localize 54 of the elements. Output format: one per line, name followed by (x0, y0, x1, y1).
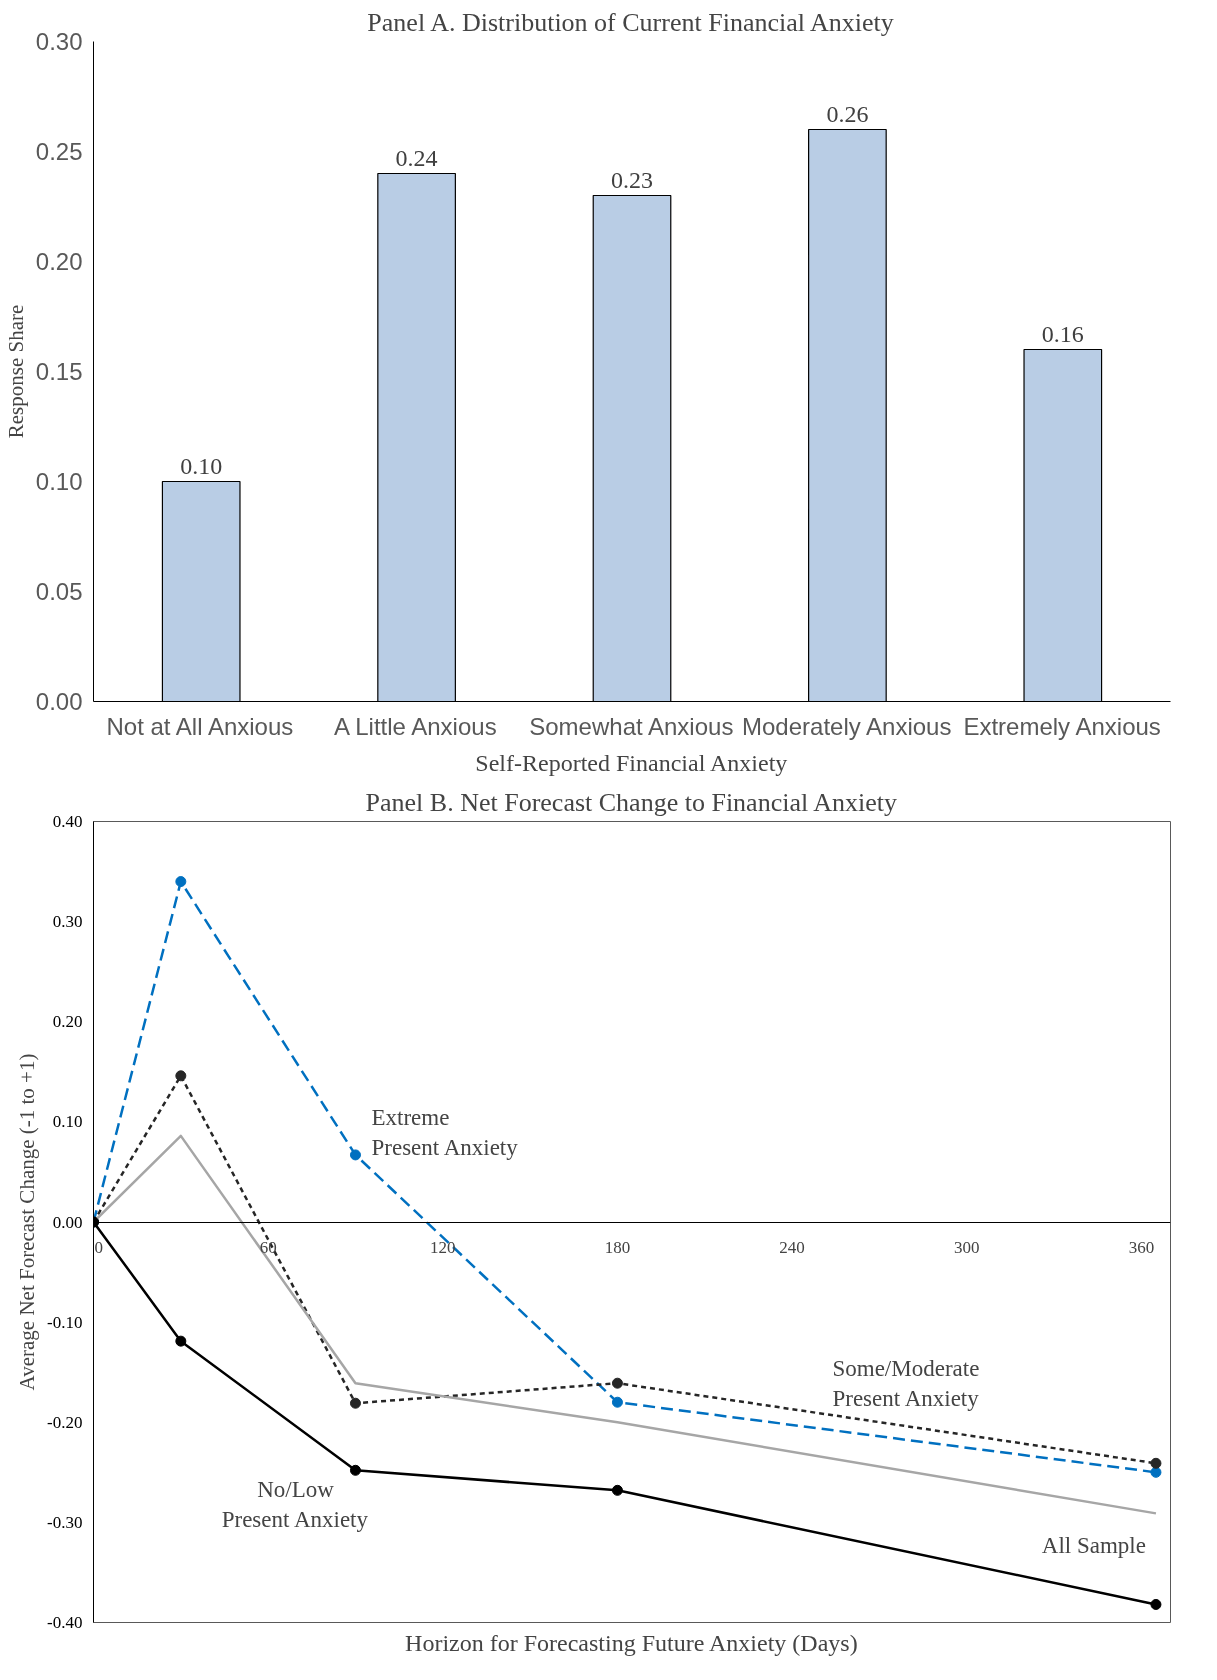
series-label: No/Low Present Anxiety (221, 1476, 369, 1532)
y-tick-label: 0.20 (35, 248, 83, 275)
series-label: Some/Moderate Present Anxiety (832, 1355, 980, 1411)
point (1150, 1598, 1162, 1610)
point (611, 1377, 623, 1389)
data-label: 0.23 (611, 166, 653, 193)
x-tick-label: Extremely Anxious (963, 712, 1161, 740)
x-axis-title: Self-Reported Financial Anxiety (475, 749, 788, 776)
y-tick-label: 0.10 (35, 468, 83, 495)
y-tick-label: 0.05 (35, 578, 83, 605)
x-tick-label: A Little Anxious (333, 712, 497, 740)
chart-title: Panel B. Net Forecast Change to Financial Anxiety (365, 787, 898, 817)
x-tick-label: 0 (94, 1238, 103, 1257)
point (349, 1464, 361, 1476)
point (349, 1397, 361, 1409)
point (1150, 1457, 1162, 1469)
y-tick-label: -0.40 (47, 1613, 83, 1632)
y-tick-label: 0.40 (52, 812, 83, 831)
x-tick-label: 240 (779, 1238, 805, 1257)
point (611, 1396, 623, 1408)
x-tick-label: 300 (953, 1238, 980, 1257)
y-tick-label: 0.15 (35, 358, 83, 385)
y-tick-label: 0.30 (52, 912, 83, 932)
chart-title: Panel A. Distribution of Current Financial Anxiety (367, 7, 894, 37)
y-axis-title: Response Share (3, 304, 28, 439)
point (175, 1335, 187, 1347)
x-tick-label: Somewhat Anxious (529, 712, 734, 740)
point (175, 1070, 187, 1082)
y-tick-label: 0.30 (35, 28, 83, 55)
series-label: All Sample (1041, 1532, 1146, 1558)
point (175, 876, 187, 888)
data-label: 0.10 (180, 452, 223, 479)
y-tick-label: -0.30 (47, 1512, 83, 1532)
y-tick-label: -0.20 (47, 1412, 83, 1432)
data-label: 0.16 (1041, 320, 1084, 347)
y-tick-label: 0.10 (52, 1112, 83, 1132)
series-label: Extreme Present Anxiety (371, 1105, 519, 1161)
point (349, 1149, 361, 1161)
x-axis-title: Horizon for Forecasting Future Anxiety (Days) (405, 1629, 858, 1656)
y-tick-label: 0.00 (52, 1212, 83, 1232)
x-tick-label: Moderately Anxious (742, 712, 952, 740)
y-tick-label: 0.00 (35, 688, 83, 715)
y-tick-label: 0.20 (52, 1012, 83, 1032)
point (611, 1484, 623, 1496)
x-tick-label: 360 (1128, 1238, 1155, 1257)
x-tick-label: 180 (604, 1238, 631, 1257)
data-label: 0.24 (395, 144, 438, 171)
y-axis-title: Average Net Forecast Change (-1 to +1) (15, 1053, 40, 1391)
x-tick-label: 60 (259, 1238, 277, 1257)
x-tick-label: 120 (430, 1238, 456, 1257)
y-tick-label: -0.10 (47, 1312, 83, 1332)
x-tick-label: Not at All Anxious (106, 712, 294, 740)
y-tick-label: 0.25 (35, 138, 83, 165)
data-label: 0.26 (826, 100, 869, 127)
